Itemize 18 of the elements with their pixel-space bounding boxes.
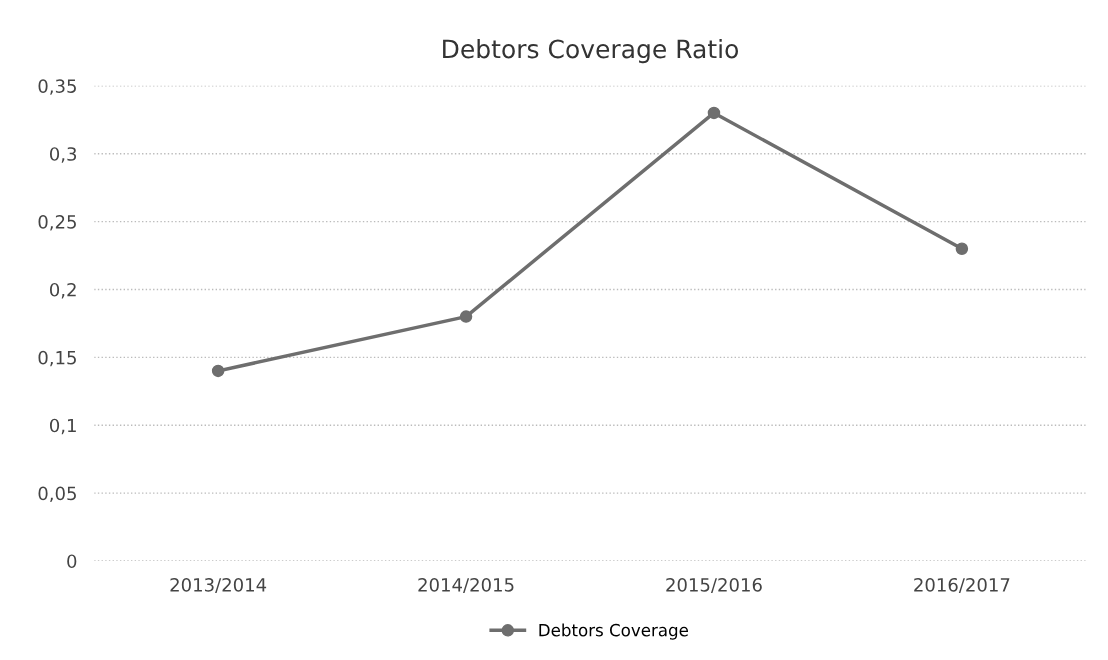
point (211, 364, 225, 378)
y-tick-label: 0,35 (38, 79, 76, 95)
x-tick-label: 2016/2017 (914, 577, 1010, 594)
point (955, 242, 969, 255)
y-tick-label: 0 (67, 554, 77, 569)
x-tick-label: 2013/2014 (170, 577, 267, 594)
legend-label: Debtors Coverage (539, 623, 688, 640)
chart-title: Debtors Coverage Ratio (443, 39, 739, 64)
y-tick-label: 0,25 (38, 215, 76, 231)
y-tick-label: 0,15 (38, 350, 76, 367)
x-tick-label: 2015/2016 (666, 577, 762, 594)
y-tick-label: 0,05 (38, 486, 76, 503)
point (459, 310, 473, 323)
x-tick-label: 2014/2015 (418, 577, 514, 594)
point (707, 106, 721, 120)
y-tick-label: 0,1 (49, 418, 76, 435)
y-tick-label: 0,3 (49, 147, 77, 163)
y-tick-label: 0,2 (49, 282, 76, 299)
